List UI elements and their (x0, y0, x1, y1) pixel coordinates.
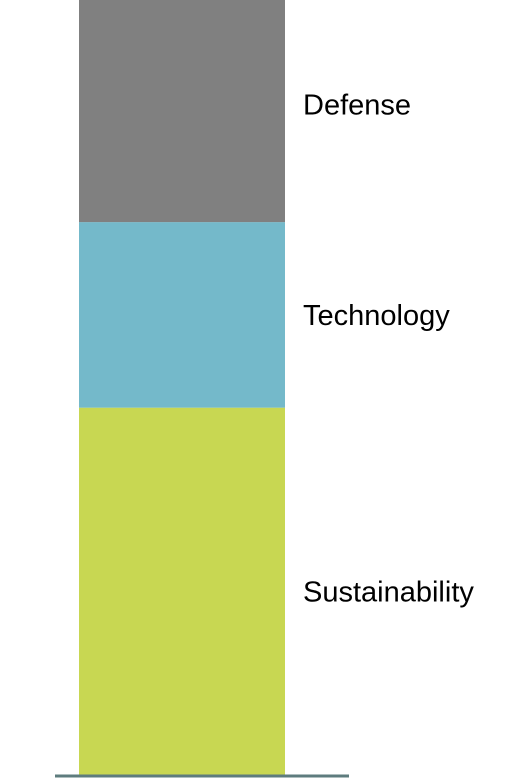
segment-label-technology: Technology (303, 300, 450, 332)
bar-segment-defense (79, 0, 285, 223)
bar-segment-technology (79, 222, 285, 408)
bar-segments (79, 0, 285, 775)
segment-labels: Sustainability Technology Defense (303, 90, 474, 609)
segment-label-sustainability: Sustainability (303, 576, 474, 608)
bar-segment-sustainability (79, 407, 285, 775)
segment-label-defense: Defense (303, 90, 411, 122)
